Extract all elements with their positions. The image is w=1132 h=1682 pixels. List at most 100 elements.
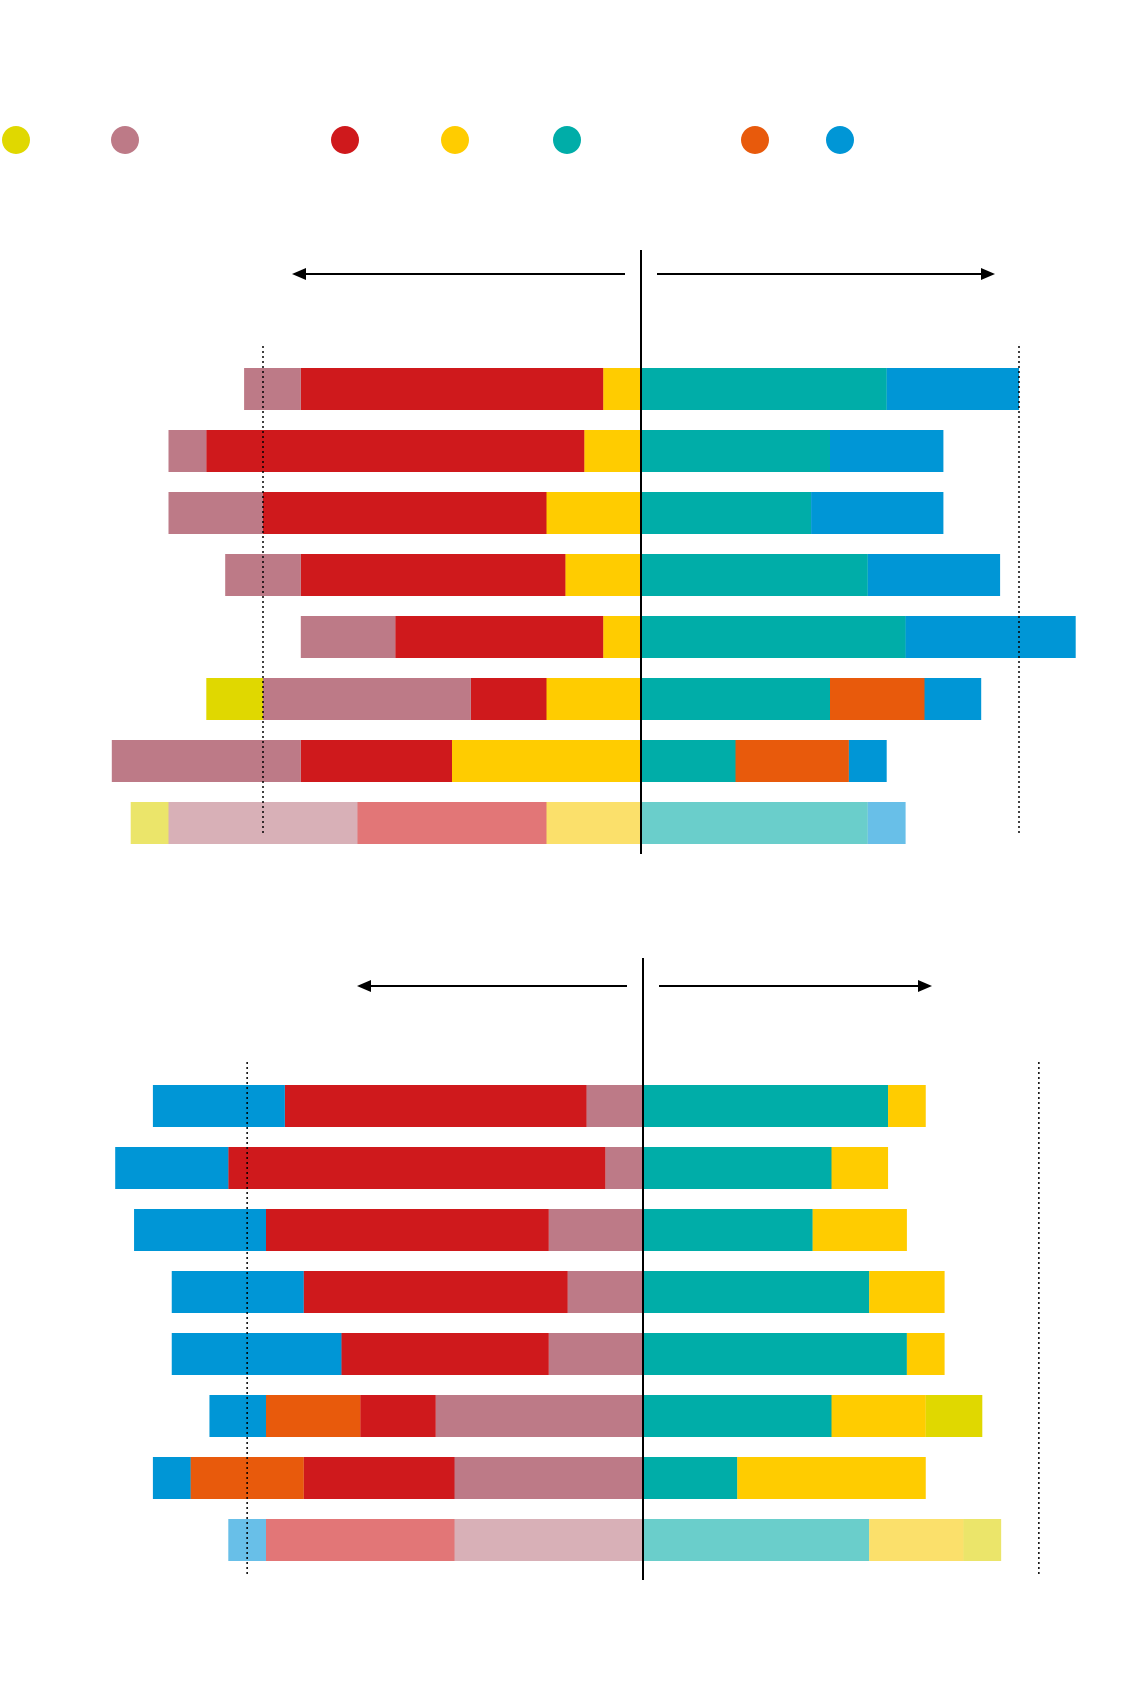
bar-r1-left-2 bbox=[300, 368, 604, 410]
bar-r5-right-1 bbox=[643, 1333, 907, 1375]
bar-r3-left-3 bbox=[168, 492, 263, 534]
bar-r3-right-2 bbox=[811, 492, 944, 534]
arrow-right-head bbox=[918, 980, 932, 992]
bar-r6-left-2 bbox=[470, 678, 547, 720]
bar-r3-right-1 bbox=[641, 492, 812, 534]
bar-r6-left-4 bbox=[209, 1395, 266, 1437]
bar-r2-left-3 bbox=[115, 1147, 229, 1189]
bar-r1-left-3 bbox=[152, 1085, 285, 1127]
bar-r2-left-1 bbox=[584, 430, 641, 472]
bar-r6-right-3 bbox=[925, 1395, 983, 1437]
bar-r8-left-1 bbox=[546, 802, 641, 844]
bar-r1-right-2 bbox=[886, 368, 1019, 410]
bar-r4-left-2 bbox=[300, 554, 566, 596]
bar-r8-right-2 bbox=[869, 1519, 964, 1561]
bar-r6-right-1 bbox=[641, 678, 830, 720]
chart-upper bbox=[111, 250, 1076, 854]
bar-r7-left-4 bbox=[152, 1457, 191, 1499]
bar-r1-right-1 bbox=[643, 1085, 889, 1127]
bar-r7-left-1 bbox=[452, 740, 641, 782]
bar-r8-right-3 bbox=[963, 1519, 1002, 1561]
bar-r1-left-1 bbox=[586, 1085, 643, 1127]
bar-r7-left-3 bbox=[111, 740, 301, 782]
chart-lower bbox=[115, 958, 1040, 1580]
bar-r6-left-4 bbox=[206, 678, 263, 720]
bar-r3-left-2 bbox=[263, 492, 547, 534]
bar-r7-left-1 bbox=[454, 1457, 643, 1499]
bar-r1-left-1 bbox=[603, 368, 641, 410]
bar-r7-right-3 bbox=[848, 740, 887, 782]
bar-r1-left-2 bbox=[284, 1085, 587, 1127]
bar-r3-right-2 bbox=[812, 1209, 907, 1251]
bar-r5-right-2 bbox=[905, 616, 1076, 658]
bar-r6-right-3 bbox=[924, 678, 982, 720]
legend-dot-blue bbox=[826, 126, 854, 154]
bar-r7-left-2 bbox=[303, 1457, 455, 1499]
legend-dot-yellow bbox=[441, 126, 469, 154]
bar-r1-right-2 bbox=[888, 1085, 926, 1127]
bar-r4-left-1 bbox=[567, 1271, 643, 1313]
bar-r2-right-2 bbox=[830, 430, 944, 472]
bar-r2-left-1 bbox=[605, 1147, 643, 1189]
legend-dot-teal bbox=[553, 126, 581, 154]
legend-dot-mauve bbox=[111, 126, 139, 154]
bar-r2-left-3 bbox=[168, 430, 207, 472]
bar-r5-left-1 bbox=[603, 616, 641, 658]
bar-r2-right-1 bbox=[641, 430, 830, 472]
bar-r4-left-3 bbox=[225, 554, 301, 596]
bar-r4-left-3 bbox=[171, 1271, 304, 1313]
bar-r3-left-1 bbox=[548, 1209, 643, 1251]
bar-r8-left-2 bbox=[357, 802, 547, 844]
bar-r2-left-2 bbox=[206, 430, 585, 472]
bar-r4-right-1 bbox=[641, 554, 868, 596]
bar-r6-left-3 bbox=[266, 1395, 361, 1437]
bar-r8-right-1 bbox=[643, 1519, 870, 1561]
bar-r7-left-2 bbox=[300, 740, 452, 782]
bar-r7-right-2 bbox=[735, 740, 849, 782]
bar-r4-left-1 bbox=[565, 554, 641, 596]
bar-r5-left-1 bbox=[548, 1333, 643, 1375]
bar-r1-left-3 bbox=[244, 368, 301, 410]
bar-r5-left-2 bbox=[341, 1333, 549, 1375]
legend-dot-red bbox=[331, 126, 359, 154]
bar-r5-right-1 bbox=[641, 616, 906, 658]
bar-r6-right-2 bbox=[831, 1395, 926, 1437]
bar-r6-left-3 bbox=[263, 678, 471, 720]
bar-r4-right-1 bbox=[643, 1271, 870, 1313]
bar-r8-left-1 bbox=[454, 1519, 643, 1561]
bar-r6-left-2 bbox=[360, 1395, 436, 1437]
bar-r7-right-2 bbox=[737, 1457, 926, 1499]
bar-r3-right-1 bbox=[643, 1209, 813, 1251]
bar-r4-left-2 bbox=[303, 1271, 568, 1313]
legend-dot-orange bbox=[741, 126, 769, 154]
bar-r6-right-1 bbox=[643, 1395, 832, 1437]
bar-r7-right-1 bbox=[643, 1457, 738, 1499]
legend bbox=[2, 126, 854, 154]
bar-r5-left-3 bbox=[300, 616, 396, 658]
bar-r5-left-3 bbox=[171, 1333, 342, 1375]
bar-r5-right-2 bbox=[906, 1333, 945, 1375]
bar-r3-left-2 bbox=[266, 1209, 549, 1251]
bar-r8-right-2 bbox=[867, 802, 906, 844]
bar-r2-left-2 bbox=[228, 1147, 606, 1189]
bar-r8-left-4 bbox=[130, 802, 169, 844]
bar-r8-left-3 bbox=[228, 1519, 266, 1561]
bar-r1-right-1 bbox=[641, 368, 887, 410]
bar-r6-right-2 bbox=[830, 678, 925, 720]
bar-r3-left-1 bbox=[546, 492, 641, 534]
bar-r8-left-2 bbox=[266, 1519, 455, 1561]
bar-r7-right-1 bbox=[641, 740, 736, 782]
bar-r5-left-2 bbox=[395, 616, 604, 658]
bar-r4-right-2 bbox=[869, 1271, 945, 1313]
bar-r8-right-1 bbox=[641, 802, 868, 844]
bar-r3-left-3 bbox=[134, 1209, 266, 1251]
bar-r4-right-2 bbox=[867, 554, 1001, 596]
bar-r2-right-2 bbox=[831, 1147, 889, 1189]
arrow-left-head bbox=[292, 268, 306, 280]
legend-dot-yellow-green bbox=[2, 126, 30, 154]
bar-r6-left-1 bbox=[435, 1395, 643, 1437]
bar-r6-left-1 bbox=[546, 678, 641, 720]
arrow-left-head bbox=[357, 980, 371, 992]
bar-r2-right-1 bbox=[643, 1147, 832, 1189]
